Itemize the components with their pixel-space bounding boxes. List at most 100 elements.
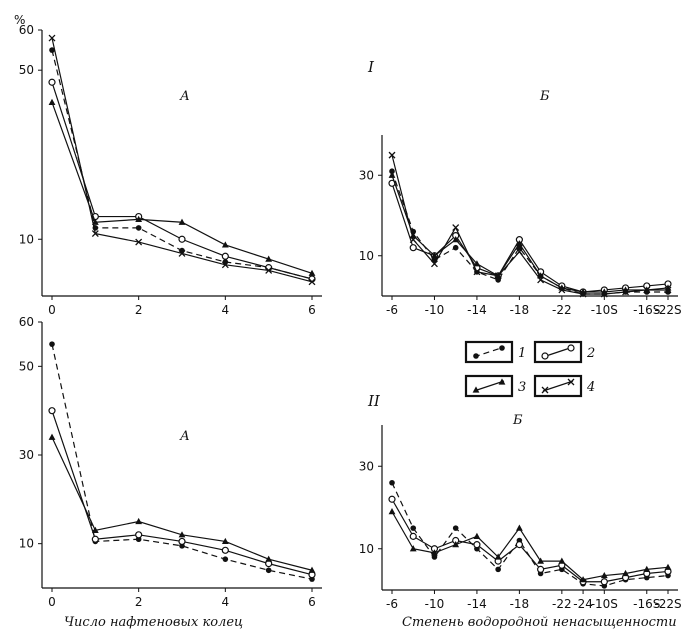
percent-unit: % xyxy=(14,13,25,27)
legend-item-4: 4 xyxy=(533,374,595,398)
series-line xyxy=(51,49,313,280)
data-point xyxy=(643,286,651,294)
series-line xyxy=(51,437,313,571)
x-tick-label: 0 xyxy=(48,303,56,317)
series-3 xyxy=(388,171,672,295)
x-tick-label: -10 xyxy=(425,597,445,611)
series-line xyxy=(51,37,313,283)
data-point xyxy=(178,235,186,243)
data-point xyxy=(265,555,273,562)
data-point xyxy=(537,565,545,573)
x-tick-label: 4 xyxy=(222,303,230,317)
series-1 xyxy=(389,168,671,297)
x-tick-label: -18 xyxy=(510,303,530,317)
data-point xyxy=(600,578,608,586)
data-point xyxy=(409,232,417,239)
series-line xyxy=(391,171,668,295)
panel-title: Б xyxy=(512,413,523,428)
series-3 xyxy=(48,98,316,276)
y-tick-label: 60 xyxy=(19,23,34,37)
data-point xyxy=(537,557,545,564)
data-point xyxy=(308,566,316,573)
roman-label-top: I xyxy=(367,58,375,76)
series-1 xyxy=(49,47,315,282)
legend-marker xyxy=(567,344,575,352)
data-point xyxy=(388,171,396,178)
panel-I-A: А 10 50 60 0 2 4 6 xyxy=(19,23,322,317)
y-tick-label: 50 xyxy=(19,63,34,77)
x-tick-label: 6 xyxy=(308,303,316,317)
x-tick-label: -10S xyxy=(591,303,618,317)
y-tick-label: 30 xyxy=(19,448,34,462)
series-line xyxy=(391,498,669,583)
x-tick-label: -18 xyxy=(510,597,530,611)
data-point xyxy=(48,407,56,415)
data-point xyxy=(473,541,481,549)
y-tick-label: 10 xyxy=(359,542,374,556)
data-point xyxy=(664,563,672,570)
data-point xyxy=(558,286,566,294)
data-point xyxy=(431,260,438,268)
data-point xyxy=(308,269,316,276)
legend-line xyxy=(473,380,505,392)
data-point xyxy=(48,78,56,86)
data-point xyxy=(622,288,629,296)
data-point xyxy=(178,249,186,257)
data-point xyxy=(409,532,417,540)
data-point xyxy=(135,215,143,222)
x-tick-label: -14 xyxy=(467,597,487,611)
data-point xyxy=(473,268,481,276)
legend-label: 4 xyxy=(586,380,595,395)
x-tick-label: -22S xyxy=(654,303,681,317)
series-3 xyxy=(48,433,316,573)
series-line xyxy=(391,183,669,293)
series-4 xyxy=(388,151,672,298)
data-point xyxy=(409,244,417,252)
data-point xyxy=(515,524,523,531)
data-point xyxy=(452,236,460,243)
data-point xyxy=(389,479,395,486)
data-point xyxy=(579,576,587,583)
data-point xyxy=(515,541,523,549)
data-point xyxy=(135,517,143,525)
data-point xyxy=(265,267,273,274)
x-tick-label: 0 xyxy=(48,595,56,609)
x-axis-label-right: Степень водородной ненасыщенности xyxy=(402,615,677,630)
series-4 xyxy=(48,34,316,286)
data-point xyxy=(579,290,587,298)
x-tick-label: -16S xyxy=(633,303,660,317)
data-point xyxy=(452,525,459,531)
legend-item-1: 1 xyxy=(464,340,526,364)
data-point xyxy=(494,553,502,560)
data-point xyxy=(91,535,99,543)
data-point xyxy=(135,225,142,231)
series-line xyxy=(391,154,668,295)
data-point xyxy=(537,276,545,284)
data-point xyxy=(431,252,438,259)
x-tick-label: 4 xyxy=(222,595,230,609)
x-tick-label: -6 xyxy=(386,303,398,317)
data-point xyxy=(178,531,186,538)
data-point xyxy=(49,47,55,53)
data-point xyxy=(600,290,608,298)
legend-line xyxy=(473,346,505,358)
x-tick-label: -14 xyxy=(467,303,487,317)
y-tick-label: 30 xyxy=(359,459,374,473)
y-tick-label: 50 xyxy=(19,359,34,373)
panel-II-A: А 10 30 50 60 0 2 4 6 xyxy=(19,315,322,609)
data-point xyxy=(389,168,395,175)
roman-label-bottom: II xyxy=(367,392,381,410)
panel-title: Б xyxy=(539,89,550,104)
panel-title: А xyxy=(179,89,190,104)
series-2 xyxy=(388,179,672,296)
legend-line xyxy=(542,380,574,392)
data-point xyxy=(222,556,229,562)
x-tick-label: -10S xyxy=(591,597,618,611)
data-point xyxy=(135,238,143,246)
panel-I-Б: Б 10 30 -6 -10 -14 -18 -22 -10S -16S-22S xyxy=(359,89,682,317)
legend-item-3: 3 xyxy=(464,374,526,398)
data-point xyxy=(221,537,229,545)
x-tick-label: -24 xyxy=(573,597,593,611)
x-axis-label-left: Число нафтеновых колец xyxy=(64,615,243,630)
